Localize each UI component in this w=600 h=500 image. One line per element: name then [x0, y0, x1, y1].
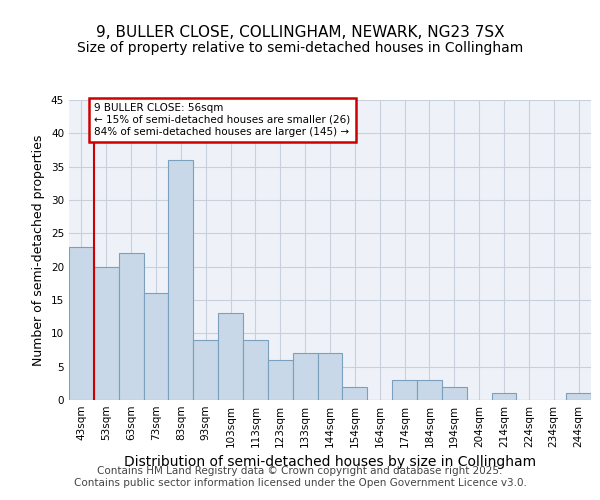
Bar	[293, 354, 317, 400]
Bar	[417, 380, 442, 400]
Bar	[343, 386, 367, 400]
Bar	[317, 354, 343, 400]
Text: 9 BULLER CLOSE: 56sqm
← 15% of semi-detached houses are smaller (26)
84% of semi: 9 BULLER CLOSE: 56sqm ← 15% of semi-deta…	[94, 104, 350, 136]
X-axis label: Distribution of semi-detached houses by size in Collingham: Distribution of semi-detached houses by …	[124, 456, 536, 469]
Bar	[69, 246, 94, 400]
Bar	[566, 394, 591, 400]
Bar	[491, 394, 517, 400]
Text: 9, BULLER CLOSE, COLLINGHAM, NEWARK, NG23 7SX: 9, BULLER CLOSE, COLLINGHAM, NEWARK, NG2…	[95, 25, 505, 40]
Bar	[143, 294, 169, 400]
Bar	[218, 314, 243, 400]
Bar	[268, 360, 293, 400]
Bar	[193, 340, 218, 400]
Text: Contains HM Land Registry data © Crown copyright and database right 2025.
Contai: Contains HM Land Registry data © Crown c…	[74, 466, 526, 487]
Y-axis label: Number of semi-detached properties: Number of semi-detached properties	[32, 134, 46, 366]
Text: Size of property relative to semi-detached houses in Collingham: Size of property relative to semi-detach…	[77, 41, 523, 55]
Bar	[94, 266, 119, 400]
Bar	[243, 340, 268, 400]
Bar	[119, 254, 143, 400]
Bar	[392, 380, 417, 400]
Bar	[169, 160, 193, 400]
Bar	[442, 386, 467, 400]
